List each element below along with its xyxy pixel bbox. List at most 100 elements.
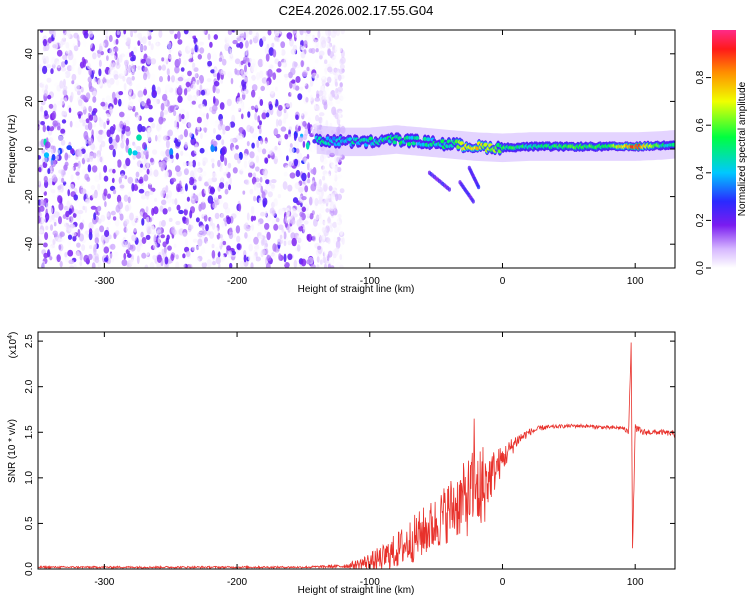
noise-cell	[249, 188, 254, 195]
noise-cell	[42, 45, 47, 52]
noise-cell	[227, 71, 233, 79]
noise-cell	[83, 233, 87, 241]
secondary-trace-cell	[471, 199, 475, 204]
noise-cell	[38, 63, 42, 72]
noise-cell	[278, 48, 283, 56]
noise-cell	[317, 30, 321, 39]
noise-cell	[312, 38, 316, 44]
noise-cell	[66, 200, 71, 208]
x-tick-label: -300	[94, 276, 114, 287]
noise-cell	[113, 141, 118, 150]
noise-cell	[187, 53, 193, 58]
noise-cell	[146, 98, 151, 107]
noise-cell	[124, 59, 129, 67]
noise-cell	[333, 235, 337, 240]
noise-cell	[51, 154, 56, 161]
noise-cell	[83, 58, 86, 68]
noise-cell	[283, 108, 287, 114]
noise-cell	[322, 94, 327, 101]
noise-cell	[77, 228, 81, 238]
noise-cell	[220, 176, 224, 184]
noise-cell	[320, 70, 326, 80]
noise-cell	[52, 44, 57, 49]
noise-cell	[192, 238, 198, 243]
noise-cell	[332, 38, 338, 45]
noise-cell	[161, 57, 165, 62]
noise-cell	[141, 194, 146, 200]
noise-cell	[211, 109, 217, 115]
noise-cell	[259, 38, 264, 48]
noise-cell	[303, 30, 307, 34]
y-tick-label: 1.5	[24, 425, 35, 439]
x-tick-label: -300	[94, 577, 114, 588]
noise-cell	[221, 146, 227, 155]
noise-cell	[222, 129, 226, 135]
noise-cell	[335, 87, 339, 94]
noise-cell	[243, 254, 247, 263]
noise-cell	[295, 148, 300, 154]
noise-cell	[103, 78, 107, 83]
noise-cell	[290, 219, 296, 225]
noise-cell	[135, 114, 141, 122]
noise-cell	[203, 214, 208, 222]
noise-cell	[189, 210, 193, 219]
noise-cell	[197, 231, 203, 238]
noise-cell	[250, 58, 256, 68]
noise-cell	[127, 176, 134, 184]
noise-cell	[253, 236, 259, 245]
noise-cell	[340, 30, 345, 35]
noise-cell	[267, 68, 273, 78]
noise-cell	[218, 238, 222, 247]
noise-cell	[94, 237, 100, 244]
noise-cell	[185, 81, 191, 88]
noise-cell	[43, 152, 50, 158]
noise-cell	[296, 219, 302, 228]
noise-cell	[87, 164, 92, 173]
noise-cell	[256, 139, 260, 149]
noise-cell	[48, 99, 51, 104]
noise-cell	[152, 91, 157, 96]
noise-cell	[131, 75, 135, 81]
noise-cell	[239, 260, 245, 268]
noise-cell	[291, 237, 297, 247]
noise-cell	[265, 243, 269, 247]
noise-cell	[195, 106, 198, 116]
noise-cell	[282, 181, 288, 190]
noise-cell	[229, 138, 236, 143]
noise-cell	[187, 70, 192, 77]
noise-cell	[234, 58, 241, 65]
noise-cell	[228, 184, 231, 191]
noise-cell	[231, 114, 236, 123]
noise-cell	[243, 223, 247, 230]
noise-cell	[53, 222, 57, 227]
noise-cell	[49, 224, 54, 231]
noise-cell	[302, 140, 306, 148]
noise-cell	[41, 216, 46, 225]
noise-cell	[312, 235, 316, 242]
noise-cell	[333, 227, 340, 233]
noise-cell	[328, 101, 334, 107]
noise-cell	[276, 68, 282, 73]
noise-cell	[275, 78, 281, 84]
noise-cell	[59, 231, 65, 237]
noise-cell	[41, 148, 45, 154]
noise-cell	[64, 59, 68, 65]
noise-cell	[228, 194, 231, 202]
noise-cell	[175, 152, 179, 160]
secondary-trace-cell	[447, 187, 451, 192]
noise-cell	[63, 174, 67, 183]
noise-cell	[330, 265, 335, 268]
noise-cell	[38, 229, 44, 234]
noise-cell	[243, 76, 248, 82]
noise-cell	[39, 205, 45, 212]
signal-cell	[671, 142, 675, 147]
noise-cell	[272, 72, 277, 80]
noise-cell	[167, 206, 172, 212]
noise-cell	[148, 176, 153, 186]
noise-cell	[141, 218, 145, 226]
noise-cell	[302, 82, 307, 87]
noise-cell	[339, 63, 345, 70]
noise-cell	[57, 164, 63, 171]
noise-cell	[161, 219, 166, 227]
noise-cell	[299, 211, 305, 218]
